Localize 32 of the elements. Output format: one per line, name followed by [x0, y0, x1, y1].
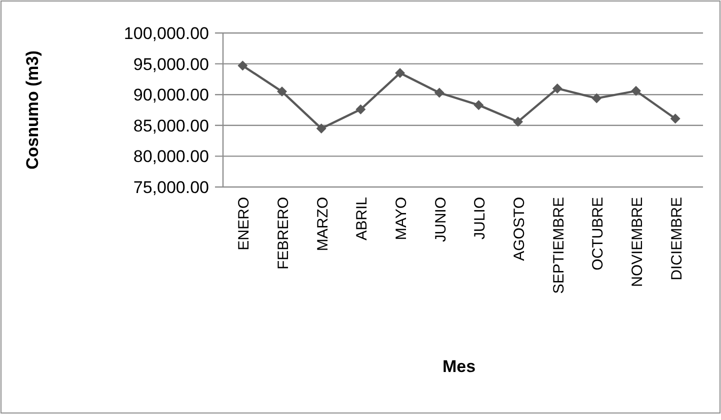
point	[592, 93, 602, 104]
x-tick-label: FEBRERO	[275, 197, 292, 270]
point	[552, 83, 562, 94]
x-tick-label: MARZO	[314, 197, 332, 252]
point	[395, 68, 405, 78]
point	[316, 123, 326, 134]
x-tick-label: ENERO	[236, 197, 253, 250]
point	[474, 100, 484, 110]
y-tick-label: 75,000.00	[133, 178, 209, 197]
point	[434, 88, 444, 98]
point	[670, 114, 680, 124]
x-tick-label: MAYO	[393, 197, 410, 240]
x-tick-label: NOVIEMBRE	[629, 197, 646, 288]
x-tick-label: SEPTIEMBRE	[550, 197, 568, 294]
point	[238, 60, 248, 71]
point	[631, 86, 641, 96]
x-tick-label: OCTUBRE	[590, 197, 607, 270]
point	[277, 86, 287, 97]
y-tick-label: 95,000.00	[133, 54, 209, 74]
x-tick-label: AGOSTO	[511, 197, 528, 261]
y-tick-label: 85,000.00	[133, 116, 209, 136]
x-tick-label: JUNIO	[432, 197, 450, 242]
x-tick-label: ABRIL	[354, 197, 371, 240]
point	[513, 116, 523, 127]
y-tick-label: 80,000.00	[133, 147, 209, 166]
x-tick-label: JULIO	[472, 197, 489, 240]
x-tick-label: DICIEMBRE	[668, 197, 686, 280]
y-tick-label: 90,000.00	[133, 86, 209, 105]
x-axis-title: Mes	[442, 357, 476, 376]
y-tick-label: 100,000.00	[124, 24, 209, 43]
y-axis-title: Cosnumo (m3)	[23, 50, 42, 170]
point	[356, 104, 366, 114]
